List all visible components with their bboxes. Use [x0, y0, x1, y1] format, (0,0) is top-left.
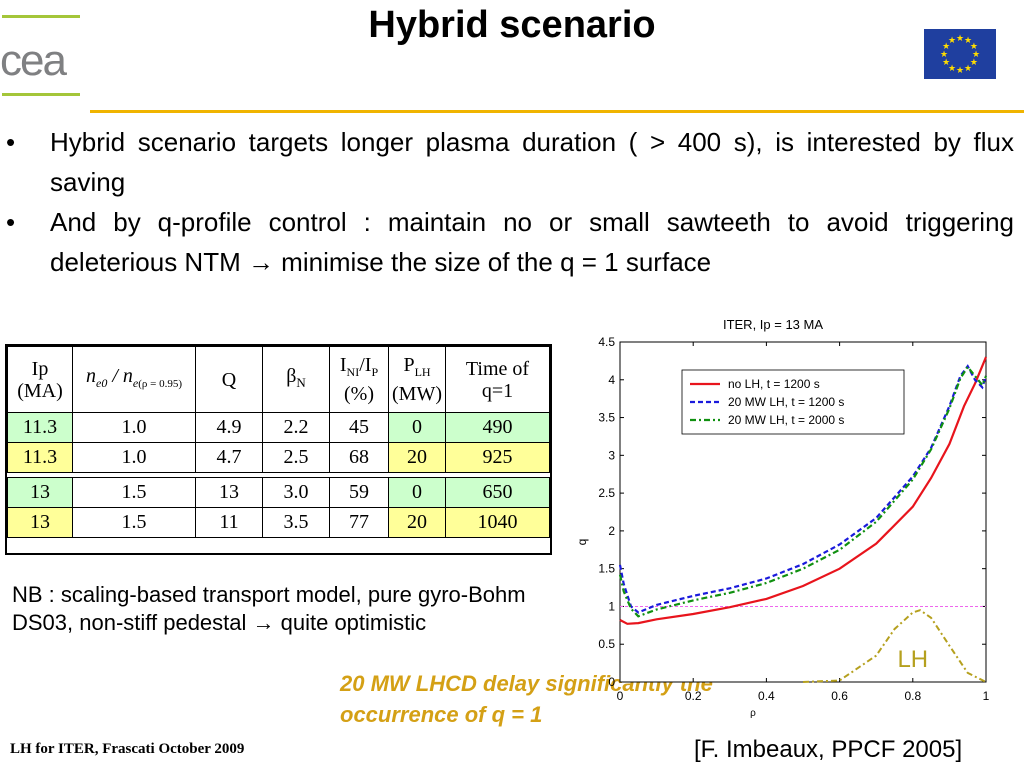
y-tick-label: 2.5 [598, 486, 615, 500]
x-tick-label: 0.6 [831, 689, 848, 703]
footer-text: LH for ITER, Frascati October 2009 [10, 741, 245, 757]
table-row: 13 1.5 11 3.5 77 20 1040 [7, 507, 550, 538]
q-profile-chart: ITER, Ip = 13 MA 0 0.2 0.4 0.6 0.8 1 0 0.5 1 1.5 2 2… [566, 310, 1024, 720]
flag-star: ★ [942, 42, 950, 52]
flag-star: ★ [970, 42, 978, 52]
title-rule [90, 110, 1024, 113]
cell-q: 11 [195, 507, 263, 538]
reference-citation: [F. Imbeaux, PPCF 2005] [694, 736, 963, 763]
y-axis-label: q [575, 539, 589, 546]
flag-star: ★ [948, 64, 956, 74]
flag-star: ★ [956, 66, 964, 76]
y-tick-label: 1.5 [598, 562, 615, 576]
series-no-lh-1200 [619, 356, 988, 625]
x-tick-label: 0 [617, 689, 624, 703]
bullet-text: And by q-profile control : maintain no o… [50, 207, 1014, 277]
cell-plh: 0 [388, 477, 446, 508]
header-time-q1: Time of q=1 [445, 346, 550, 413]
cell-ip: 13 [7, 507, 73, 538]
header-ini-ip: INI/IP (%) [329, 346, 389, 413]
chart-title: ITER, Ip = 13 MA [723, 317, 823, 332]
x-tick-label: 0.8 [904, 689, 921, 703]
y-tick-label: 1 [608, 599, 615, 613]
bullet-dot: • [6, 127, 16, 157]
cell-q: 4.7 [195, 442, 263, 473]
y-tick-label: 2 [608, 524, 615, 538]
cell-ne: 1.5 [72, 507, 196, 538]
table-gap [7, 472, 550, 478]
cell-time: 650 [445, 477, 550, 508]
logo-rule-bottom [2, 93, 80, 96]
flag-star: ★ [956, 34, 964, 44]
table-row: 11.3 1.0 4.9 2.2 45 0 490 [7, 412, 550, 443]
x-tick-label: 1 [983, 689, 990, 703]
cell-ne: 1.5 [72, 477, 196, 508]
cell-plh: 20 [388, 442, 446, 473]
cell-ne: 1.0 [72, 412, 196, 443]
parameters-table-frame: Ip (MA) ne0 / ne(ρ = 0.95) Q βN INI/IP (%)… [5, 344, 552, 555]
flag-star: ★ [964, 64, 972, 74]
cell-plh: 0 [388, 412, 446, 443]
bullet-dot: • [6, 207, 16, 237]
y-tick-label: 0 [608, 675, 615, 689]
eu-flag-icon: ★ ★ ★ ★ ★ ★ ★ ★ ★ ★ ★ ★ [924, 29, 996, 79]
x-axis-label: ρ [750, 708, 756, 719]
parameters-table: Ip (MA) ne0 / ne(ρ = 0.95) Q βN INI/IP (%)… [7, 346, 550, 538]
series-20mw-2000 [618, 365, 988, 618]
cell-ip: 11.3 [7, 412, 73, 443]
bullet-item: • Hybrid scenario targets longer plasma … [6, 122, 1014, 202]
nb-note: NB : scaling-based transport model, pure… [12, 582, 526, 635]
cell-q: 13 [195, 477, 263, 508]
cell-time: 490 [445, 412, 550, 443]
page-title: Hybrid scenario [368, 4, 656, 46]
y-tick-label: 4.5 [598, 335, 615, 349]
flag-star: ★ [940, 50, 948, 60]
header-density-ratio: ne0 / ne(ρ = 0.95) [72, 346, 196, 413]
cell-ip: 11.3 [7, 442, 73, 473]
flag-star: ★ [970, 58, 978, 68]
cell-ne: 1.0 [72, 442, 196, 473]
y-tick-label: 4 [608, 373, 615, 387]
legend-entry: 20 MW LH, t = 2000 s [728, 413, 844, 427]
flag-star: ★ [964, 36, 972, 46]
table-header-row: Ip (MA) ne0 / ne(ρ = 0.95) Q βN INI/IP (%)… [7, 346, 550, 413]
cell-ini: 59 [329, 477, 389, 508]
table-row: 13 1.5 13 3.0 59 0 650 [7, 477, 550, 508]
header-q: Q [195, 346, 263, 413]
bullet-item: • And by q-profile control : maintain no… [6, 202, 1014, 282]
cell-ip: 13 [7, 477, 73, 508]
cell-time: 1040 [445, 507, 550, 538]
header-beta: βN [262, 346, 330, 413]
cell-ini: 77 [329, 507, 389, 538]
legend-entry: 20 MW LH, t = 1200 s [728, 395, 844, 409]
x-tick-label: 0.2 [685, 689, 702, 703]
flag-star: ★ [948, 36, 956, 46]
y-tick-label: 3.5 [598, 411, 615, 425]
y-tick-label: 3 [608, 448, 615, 462]
cell-q: 4.9 [195, 412, 263, 443]
series-lh-deposition [802, 609, 987, 683]
cell-beta: 2.5 [262, 442, 330, 473]
series-20mw-1200 [618, 364, 988, 614]
cell-plh: 20 [388, 507, 446, 538]
table-row: 11.3 1.0 4.7 2.5 68 20 925 [7, 442, 550, 473]
flag-star: ★ [972, 50, 980, 60]
header-ip: Ip (MA) [7, 346, 73, 413]
logo-rule-top [2, 15, 80, 18]
cell-ini: 45 [329, 412, 389, 443]
cell-ini: 68 [329, 442, 389, 473]
bullet-list: • Hybrid scenario targets longer plasma … [6, 122, 1014, 282]
flag-star: ★ [942, 58, 950, 68]
cell-beta: 3.0 [262, 477, 330, 508]
cell-time: 925 [445, 442, 550, 473]
legend-entry: no LH, t = 1200 s [728, 377, 820, 391]
cell-beta: 3.5 [262, 507, 330, 538]
cea-logo: cea [0, 36, 67, 85]
y-tick-label: 0.5 [598, 637, 615, 651]
bullet-text: Hybrid scenario targets longer plasma du… [50, 127, 1014, 197]
x-tick-label: 0.4 [758, 689, 775, 703]
lh-annotation: LH [897, 646, 928, 673]
cell-beta: 2.2 [262, 412, 330, 443]
header-plh: PLH (MW) [388, 346, 446, 413]
